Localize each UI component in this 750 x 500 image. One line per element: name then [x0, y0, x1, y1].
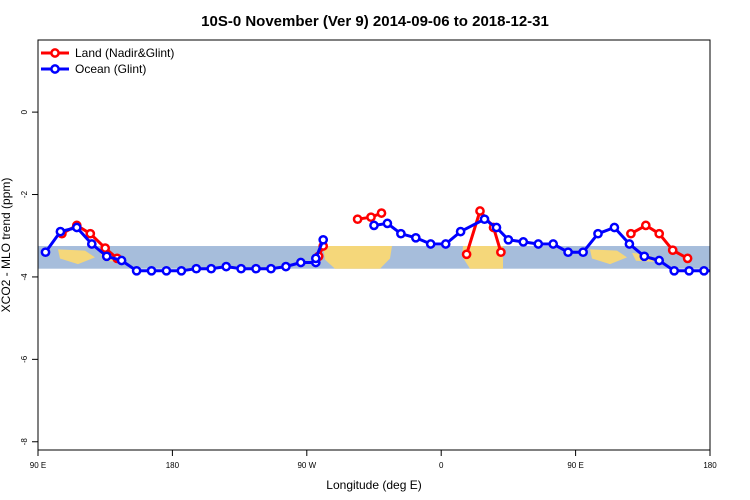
plot-inner [38, 206, 722, 276]
x-tick-label: 90 E [567, 461, 583, 470]
ocean-series-point [146, 265, 157, 276]
ocean-series-point [533, 239, 544, 249]
x-tick-label: 90 E [30, 461, 46, 470]
plot-frame [37, 39, 711, 451]
land-series-point [85, 228, 96, 239]
ocean-series-point [221, 261, 232, 272]
land-series-point [496, 247, 506, 258]
ocean-series-point [639, 251, 650, 262]
y-tick-label: -8 [20, 438, 29, 446]
ocean-series-point [479, 214, 490, 225]
land-series-point [667, 245, 678, 256]
ocean-series-point [191, 263, 202, 274]
ocean-series-point [382, 218, 393, 229]
ocean-series-point [440, 239, 451, 249]
ocean-series-point [318, 234, 329, 245]
y-tick-label: -6 [20, 355, 29, 363]
ocean-series-point [40, 247, 51, 258]
ocean-series-point [624, 239, 635, 249]
x-axis-label: Longitude (deg E) [326, 478, 421, 492]
land-legend-marker [50, 48, 60, 58]
land-new-guinea-repeat [590, 249, 627, 265]
ocean-series-point [310, 253, 321, 264]
land-series-point [640, 220, 651, 231]
plot-area [38, 206, 722, 276]
ocean-series-point [396, 228, 406, 239]
y-tick-label: 0 [20, 109, 29, 114]
land-series-point [376, 208, 387, 218]
ocean-series-point [503, 234, 514, 245]
ocean-series-point [578, 247, 588, 258]
ocean-series-point [295, 257, 306, 268]
y-tick-label: -2 [20, 190, 29, 198]
axes: 90 E 180 90 W 0 90 E 180 0 -2 -4 -6 -8 [20, 39, 717, 470]
x-tick-label: 180 [166, 461, 180, 470]
ocean-series-point [548, 239, 559, 249]
ocean-series-point [684, 265, 694, 276]
ocean-series-point [425, 239, 436, 249]
ocean-series-point [518, 237, 529, 247]
land-series-point [100, 243, 111, 253]
y-axis-label: XCO2 - MLO trend (ppm) [0, 178, 13, 313]
land-legend-label: Land (Nadir&Glint) [75, 46, 174, 60]
land-series-point [654, 228, 665, 239]
land-series-point [682, 253, 693, 264]
ocean-series-point [116, 255, 127, 266]
ocean-series-point [176, 265, 187, 276]
ocean-series-point [251, 263, 261, 274]
ocean-series-point [410, 232, 421, 243]
ocean-series-point [593, 228, 603, 239]
ocean-series-point [563, 247, 573, 258]
land-south-america [462, 246, 503, 269]
ocean-series-point [266, 263, 276, 274]
land-new-guinea [58, 249, 95, 265]
ocean-series-point [206, 263, 217, 274]
ocean-series-point [699, 265, 709, 276]
land-africa [323, 246, 392, 269]
x-tick-label: 0 [439, 461, 444, 470]
ocean-legend-marker [50, 64, 60, 74]
y-tick-label: -4 [20, 273, 29, 281]
x-tick-label: 180 [703, 461, 717, 470]
ocean-series-point [161, 265, 172, 276]
ocean-series-point [101, 251, 112, 262]
ocean-series-point [281, 261, 291, 272]
land-series-point [366, 212, 376, 223]
ocean-series-point [369, 220, 379, 231]
ocean-series-point [86, 239, 97, 249]
ocean-series-point [609, 222, 620, 233]
land-series-point [352, 214, 363, 225]
ocean-series-point [131, 265, 142, 276]
legend: Land (Nadir&Glint) Ocean (Glint) [41, 46, 174, 76]
x-tick-label: 90 W [297, 461, 316, 470]
chart-title: 10S-0 November (Ver 9) 2014-09-06 to 201… [201, 13, 549, 30]
ocean-legend-label: Ocean (Glint) [75, 62, 146, 76]
land-series-point [626, 228, 636, 239]
ocean-series-point [455, 226, 466, 237]
ocean-series-point [236, 263, 246, 274]
ocean-series-point [654, 255, 665, 266]
ocean-series-point [715, 267, 722, 274]
land-series-point [461, 249, 472, 260]
ocean-series-point [55, 226, 66, 237]
ocean-series-point [71, 222, 82, 233]
ocean-series-point [669, 265, 680, 276]
land-series-point [475, 206, 485, 216]
ocean-series-point [491, 222, 502, 233]
